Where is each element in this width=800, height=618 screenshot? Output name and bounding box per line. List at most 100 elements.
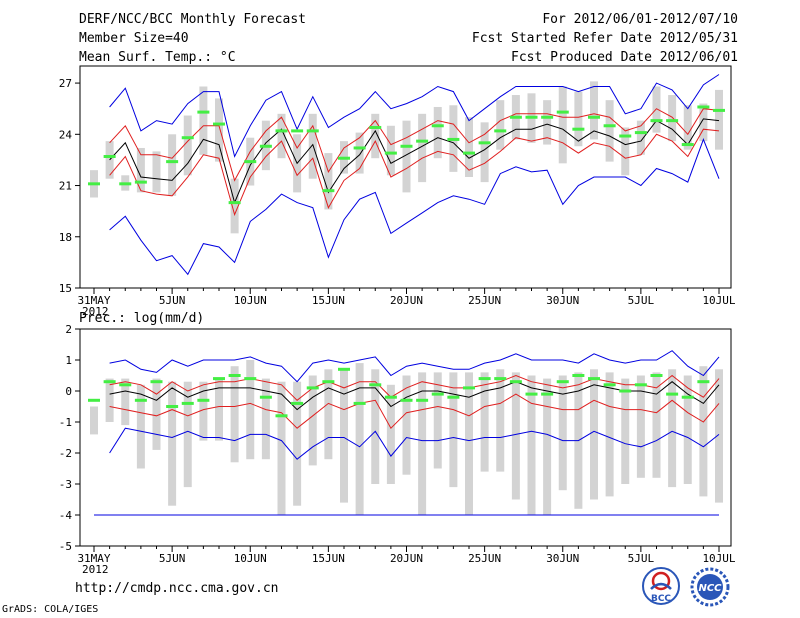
ensemble-box — [449, 372, 458, 488]
ensemble-box — [418, 372, 427, 515]
observed-marker — [603, 124, 616, 128]
svg-text:BCC: BCC — [651, 594, 671, 604]
plot-frame — [79, 65, 732, 289]
observed-marker — [556, 380, 569, 384]
y-tick-label: -2 — [59, 447, 72, 460]
ensemble-box — [355, 363, 364, 515]
observed-marker — [166, 405, 179, 408]
series-ensemble-mean — [109, 118, 720, 205]
x-tick-label: 5JUL — [628, 552, 655, 565]
observed-marker — [88, 182, 100, 186]
x-tick-label: 25JUN — [468, 294, 501, 307]
observed-marker — [197, 110, 210, 114]
observed-marker — [213, 122, 225, 126]
observed-marker — [369, 383, 382, 387]
ensemble-box — [121, 378, 130, 426]
observed-marker — [681, 395, 694, 399]
forecast-period: For 2012/06/01-2012/07/10 — [542, 12, 738, 27]
observed-marker — [306, 386, 319, 390]
x-tick-label: 20JUN — [390, 294, 423, 307]
observed-marker — [384, 395, 397, 399]
observed-marker — [478, 141, 491, 145]
ensemble-box — [386, 384, 395, 484]
y-tick-label: 2 — [65, 323, 72, 336]
ensemble-box — [621, 378, 630, 484]
observed-marker — [509, 380, 522, 384]
ensemble-box — [277, 113, 286, 159]
observed-marker — [541, 115, 554, 119]
y-tick-label: -5 — [59, 540, 72, 553]
observed-marker — [447, 137, 460, 141]
ensemble-box — [386, 125, 395, 176]
precip-panel-title: Prec.: log(mm/d) — [79, 311, 204, 326]
y-tick-label: 27 — [59, 77, 72, 90]
member-size-label: Member Size=40 — [79, 31, 189, 46]
observed-marker — [416, 398, 429, 402]
y-tick-label: -1 — [59, 416, 72, 429]
ensemble-box — [136, 147, 145, 193]
observed-marker — [384, 151, 397, 155]
ensemble-box — [605, 372, 614, 497]
observed-marker — [431, 392, 444, 396]
observed-marker — [697, 380, 710, 384]
observed-marker — [634, 383, 647, 387]
ensemble-box — [418, 113, 427, 183]
ensemble-box — [668, 95, 677, 142]
observed-marker — [338, 156, 350, 160]
observed-marker — [681, 143, 694, 147]
series-ensemble-max — [109, 350, 720, 383]
ensemble-box — [699, 103, 708, 142]
series-mean-1-sd — [109, 374, 720, 401]
observed-marker — [244, 377, 257, 381]
observed-marker — [463, 151, 475, 155]
ensemble-box — [355, 132, 364, 174]
ensemble-box — [90, 406, 98, 435]
x-tick-label: 5JUN — [159, 294, 186, 307]
observed-marker — [306, 129, 319, 133]
x-tick-label: 10JUN — [234, 294, 267, 307]
observed-marker — [353, 146, 366, 150]
ensemble-box — [402, 375, 411, 475]
observed-marker — [228, 374, 241, 377]
series-ensemble-mean — [109, 381, 720, 411]
ensemble-box — [683, 375, 692, 484]
observed-marker — [463, 386, 475, 390]
x-tick-label: 5JUL — [628, 294, 655, 307]
ensemble-box — [215, 378, 223, 441]
observed-marker — [525, 115, 538, 119]
ensemble-box — [433, 106, 442, 159]
ensemble-box — [543, 100, 552, 145]
observed-marker — [509, 115, 522, 119]
chart-title: DERF/NCC/BCC Monthly Forecast — [79, 12, 306, 27]
ensemble-box — [246, 360, 255, 460]
x-tick-year: 2012 — [82, 305, 109, 318]
ensemble-box — [199, 381, 208, 441]
observed-marker — [244, 160, 257, 164]
ensemble-box — [230, 178, 239, 234]
x-tick-label: 15JUN — [312, 294, 345, 307]
source-url[interactable]: http://cmdp.ncc.cma.gov.cn — [75, 581, 279, 596]
observed-marker — [322, 380, 335, 384]
observed-marker — [259, 395, 272, 399]
observed-marker — [400, 398, 413, 402]
ensemble-box — [511, 372, 520, 500]
x-tick-label: 15JUN — [312, 552, 345, 565]
ensemble-box — [527, 375, 536, 515]
series-ensemble-min — [109, 137, 720, 276]
ensemble-box — [480, 122, 489, 183]
observed-marker — [353, 401, 366, 405]
ensemble-box — [652, 372, 661, 478]
ensemble-box — [621, 127, 630, 176]
ensemble-box — [293, 381, 302, 506]
observed-marker — [338, 367, 350, 371]
ensemble-box — [168, 134, 177, 196]
ensemble-box — [215, 98, 223, 162]
observed-marker — [150, 380, 163, 384]
observed-marker — [103, 155, 116, 159]
ensemble-box — [230, 366, 239, 463]
ensemble-box — [152, 378, 161, 450]
fcst-started-date: Fcst Started Refer Date 2012/05/31 — [471, 31, 738, 46]
observed-marker — [541, 392, 554, 396]
ensemble-box — [715, 89, 723, 150]
